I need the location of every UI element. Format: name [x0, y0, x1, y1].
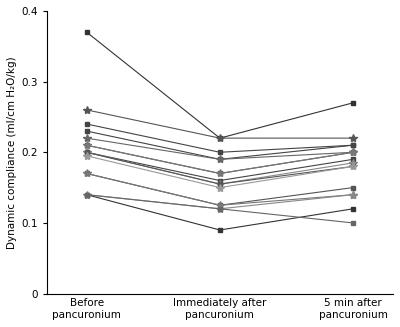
Y-axis label: Dynamic compliance (ml/cm H₂O/kg): Dynamic compliance (ml/cm H₂O/kg)	[7, 56, 17, 249]
